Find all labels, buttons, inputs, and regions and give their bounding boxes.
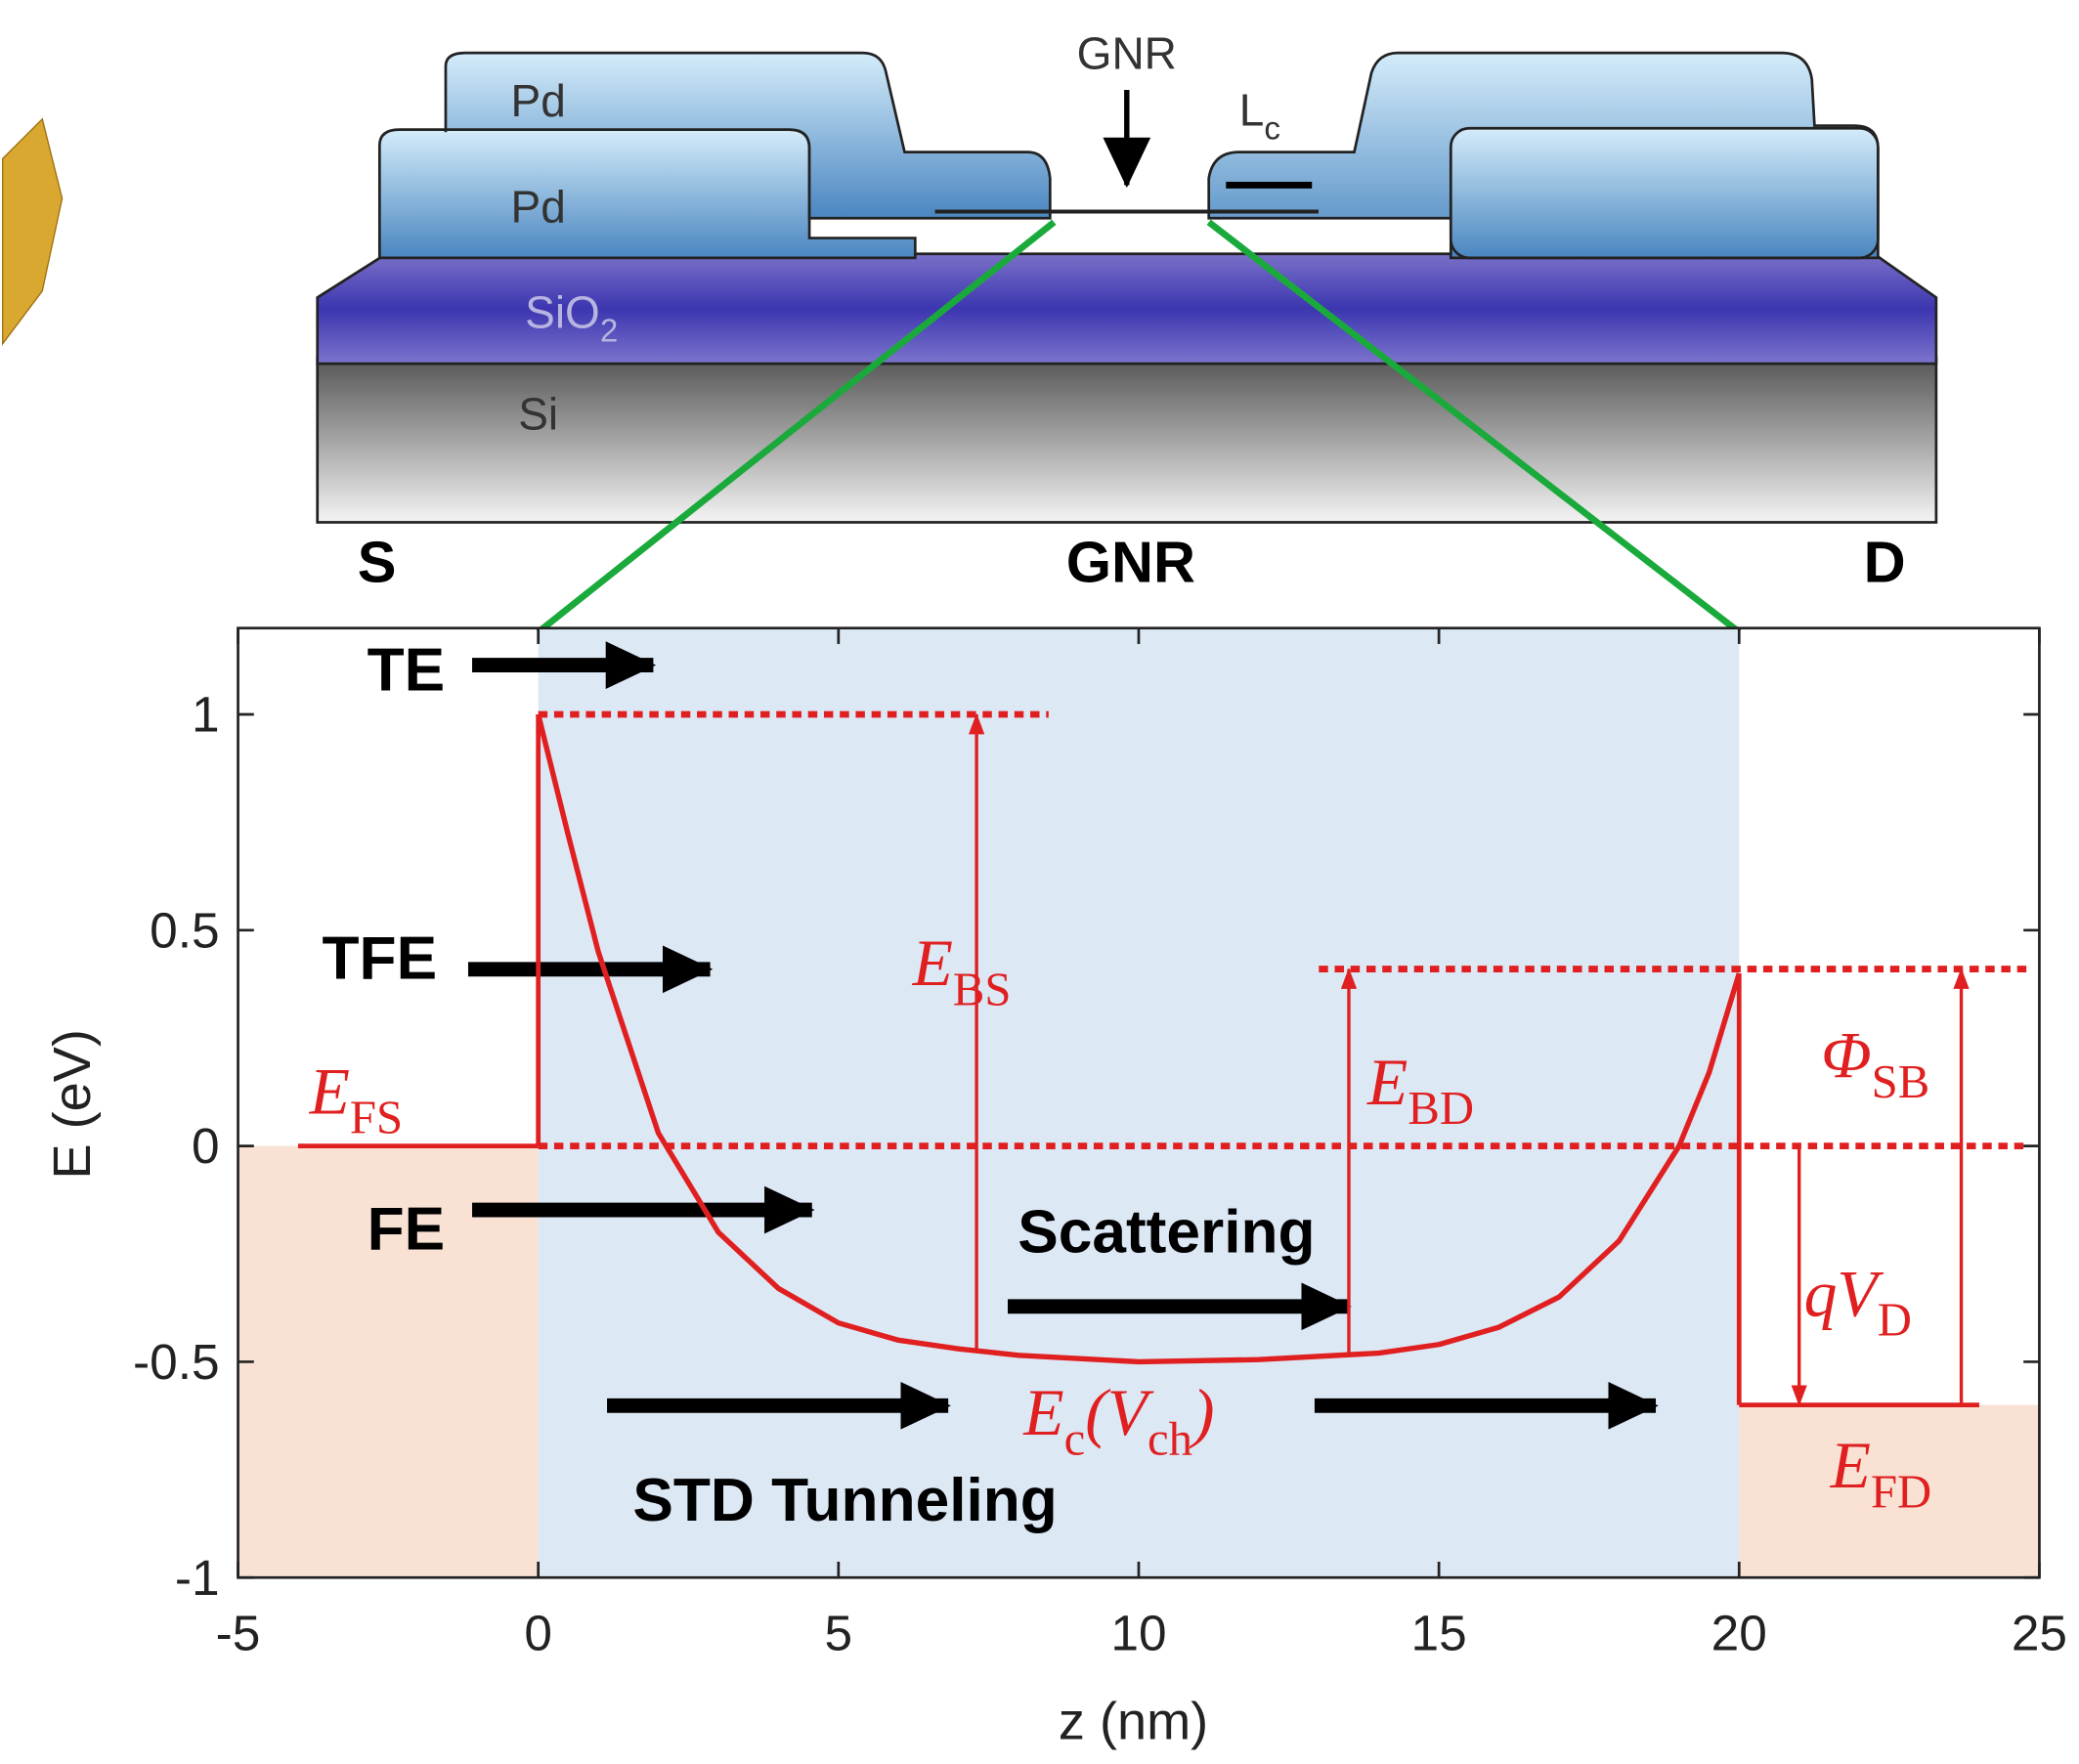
region-label: S — [358, 529, 397, 594]
x-tick-label: 10 — [1110, 1605, 1166, 1661]
x-tick-label: 5 — [825, 1605, 853, 1661]
y-tick-label: 1 — [192, 686, 220, 743]
text-part: c — [1264, 110, 1280, 147]
level-label: EFS — [309, 1054, 404, 1143]
label: GNR — [1077, 27, 1177, 78]
x-tick-label: 0 — [524, 1605, 552, 1661]
region-label: D — [1864, 529, 1906, 594]
text-part: E — [912, 926, 953, 1000]
label: Pd — [511, 181, 566, 232]
page: Pd Pd SiO2 Si GNR Lc -50510152025-1-0.50… — [0, 0, 2079, 1764]
text-part: BD — [1408, 1082, 1474, 1135]
text-part: qV — [1804, 1257, 1884, 1330]
x-tick-label: 25 — [2012, 1605, 2067, 1661]
si-layer — [318, 357, 1936, 522]
figure: Pd Pd SiO2 Si GNR Lc -50510152025-1-0.50… — [0, 0, 2079, 1764]
text-part: E — [1022, 1376, 1063, 1449]
text-part: L — [1239, 85, 1265, 136]
text-part: ) — [1189, 1376, 1215, 1449]
text-part: SB — [1872, 1055, 1930, 1108]
y-tick-label: -0.5 — [133, 1333, 220, 1390]
mechanism-label: TE — [368, 636, 446, 704]
text-part: c — [1064, 1412, 1086, 1465]
x-axis-label: z (nm) — [1059, 1692, 1208, 1750]
pd-contact — [1451, 128, 1878, 258]
y-tick-label: -1 — [175, 1549, 220, 1606]
y-tick-label: 0.5 — [150, 901, 219, 958]
text-part: (V — [1085, 1376, 1154, 1449]
text-part: D — [1878, 1294, 1912, 1347]
energy-label: qVD — [1804, 1257, 1912, 1346]
mechanism-label: TFE — [323, 925, 438, 992]
text-part: E — [1366, 1046, 1408, 1119]
text-part: 2 — [600, 313, 618, 349]
y-axis-label: E (eV) — [43, 1029, 102, 1179]
label: Si — [518, 389, 558, 440]
energy-label: ΦSB — [1821, 1019, 1929, 1108]
icon — [3, 119, 63, 344]
text-part: FD — [1871, 1466, 1931, 1519]
text-part: Φ — [1821, 1019, 1872, 1093]
text-part: E — [309, 1054, 350, 1128]
x-tick-label: -5 — [216, 1605, 261, 1661]
plot: -5 0 5 10 15 20 25 -1 -0.5 0 0.5 1 z (nm) E (eV) — [43, 628, 2067, 1751]
y-tick-label: 0 — [192, 1117, 220, 1174]
region-label: GNR — [1066, 529, 1195, 594]
text-part: E — [1830, 1429, 1871, 1502]
mechanism-label: STD Tunneling — [632, 1467, 1057, 1534]
x-tick-label: 20 — [1711, 1605, 1767, 1661]
text-part: BS — [953, 963, 1012, 1015]
mechanism-label: FE — [368, 1196, 446, 1264]
device-schematic: Pd Pd SiO2 Si GNR Lc — [3, 27, 1936, 631]
text-part: FS — [350, 1092, 403, 1144]
label: Pd — [511, 75, 566, 126]
text-part: SiO — [525, 287, 600, 338]
text-part: ch — [1148, 1412, 1192, 1465]
label: Lc — [1239, 85, 1280, 148]
x-tick-label: 15 — [1411, 1605, 1467, 1661]
mechanism-label: Scattering — [1018, 1198, 1315, 1266]
